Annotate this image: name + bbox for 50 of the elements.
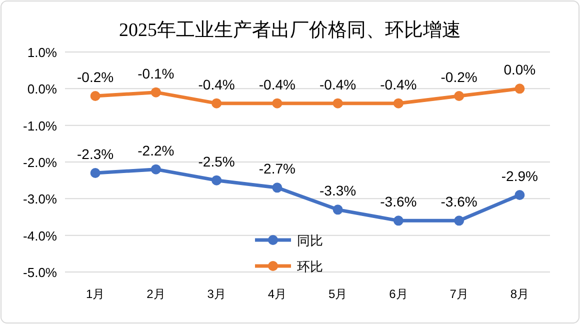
data-label: -3.6% <box>440 194 478 210</box>
point <box>332 204 343 215</box>
x-tick-label: 4月 <box>268 287 287 301</box>
point <box>454 216 464 226</box>
point <box>332 98 343 108</box>
data-label: -0.4% <box>380 76 417 92</box>
x-tick-label: 3月 <box>207 287 226 301</box>
x-tick-label: 1月 <box>86 287 105 301</box>
point <box>454 91 464 101</box>
legend-label: 环比 <box>297 259 323 274</box>
point <box>212 175 222 186</box>
data-label: -2.9% <box>501 168 538 184</box>
legend-label: 同比 <box>297 233 323 248</box>
data-label: -2.2% <box>138 142 174 158</box>
data-label: -2.3% <box>77 146 114 162</box>
data-label: -3.6% <box>380 194 417 210</box>
y-tick-label: -4.0% <box>23 228 58 244</box>
y-tick-label: 0.0% <box>27 82 58 97</box>
point <box>150 87 161 98</box>
data-label: -0.4% <box>320 76 356 92</box>
point <box>272 98 282 108</box>
point <box>150 164 161 174</box>
data-label: -0.4% <box>258 76 296 92</box>
y-tick-label: -2.0% <box>23 155 58 170</box>
point <box>90 168 100 178</box>
point <box>514 190 525 200</box>
data-label: -0.2% <box>77 69 114 85</box>
data-label: -0.2% <box>440 69 478 85</box>
x-tick-label: 8月 <box>510 287 530 301</box>
y-tick-label: 1.0% <box>27 45 58 60</box>
data-label: -3.3% <box>320 182 356 199</box>
point <box>212 98 222 108</box>
data-label: -2.7% <box>258 160 296 177</box>
point <box>393 216 404 226</box>
x-tick-label: 6月 <box>389 287 408 301</box>
point <box>514 84 525 94</box>
x-tick-label: 2月 <box>146 287 166 301</box>
y-tick-label: -5.0% <box>23 265 58 280</box>
data-label: -2.5% <box>198 153 235 170</box>
point <box>393 98 404 108</box>
y-tick-label: -3.0% <box>23 192 58 207</box>
data-label: 0.0% <box>504 62 536 78</box>
chart-title: 2025年工业生产者出厂价格同、环比增速 <box>119 20 461 41</box>
x-tick-label: 5月 <box>328 287 348 301</box>
point <box>90 91 100 101</box>
x-tick-label: 7月 <box>450 287 468 301</box>
data-label: -0.4% <box>198 76 235 92</box>
point <box>272 182 282 193</box>
y-tick-label: -1.0% <box>23 118 58 134</box>
data-label: -0.1% <box>138 65 174 82</box>
